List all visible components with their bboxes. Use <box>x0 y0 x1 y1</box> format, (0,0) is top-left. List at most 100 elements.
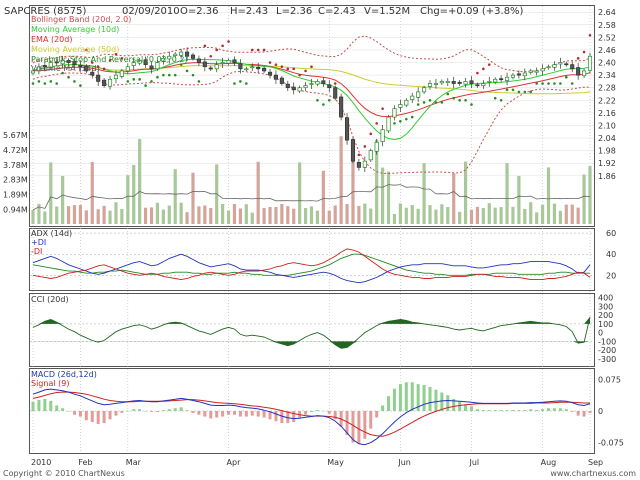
legend-ma50: Moving Average (50d) <box>31 45 119 54</box>
legend-cci: CCI (20d) <box>31 295 69 304</box>
macd-histogram-bar <box>61 408 65 411</box>
candle-body <box>582 70 587 77</box>
macd-histogram-bar <box>392 388 396 411</box>
x-tick-label: Feb <box>78 458 92 467</box>
volume-bar <box>487 203 491 224</box>
macd-histogram-bar <box>588 411 592 413</box>
candle-body <box>149 65 154 70</box>
volume-bar <box>552 203 557 224</box>
volume-bar <box>463 161 468 224</box>
candle-body <box>78 64 83 68</box>
volume-bar <box>173 169 177 224</box>
volume-bar <box>72 205 77 224</box>
psar-dot <box>322 103 325 106</box>
macd-histogram-bar <box>179 407 183 411</box>
psar-dot <box>126 80 130 83</box>
volume-bar <box>458 211 462 224</box>
macd-histogram-bar <box>327 411 331 414</box>
volume-bar <box>66 206 71 224</box>
macd-histogram-bar <box>369 411 373 429</box>
volume-bar <box>386 171 391 224</box>
volume-bar <box>576 207 580 224</box>
volume-bar <box>262 208 266 224</box>
candle-body <box>256 67 261 70</box>
cci-y-tick-label: -100 <box>598 337 616 346</box>
candle-body <box>220 62 225 64</box>
plus-di-line <box>32 253 591 284</box>
macd-histogram-bar <box>576 411 580 416</box>
volume-y-tick-label: 3.78M <box>3 161 28 170</box>
volume-bar <box>446 207 450 224</box>
macd-histogram-bar <box>481 410 485 411</box>
volume-bar <box>529 202 533 224</box>
website-link[interactable]: www.chartnexus.com <box>550 469 636 478</box>
volume-bar <box>345 204 349 224</box>
volume-ma-line <box>32 184 591 211</box>
volume-bar <box>327 210 331 224</box>
volume-bar <box>161 209 165 224</box>
price-y-tick-label: 2.40 <box>598 59 616 68</box>
volume-bar <box>315 210 320 224</box>
macd-histogram-bar <box>173 408 177 411</box>
candle-body <box>463 81 468 85</box>
volume-bar <box>37 203 41 224</box>
macd-histogram-bar <box>138 409 142 411</box>
volume-bar <box>268 206 272 224</box>
psar-dot <box>221 44 224 48</box>
psar-dot <box>381 107 384 110</box>
psar-dot <box>517 90 521 94</box>
volume-bar <box>333 205 337 224</box>
macd-histogram-bar <box>321 411 325 412</box>
candle-body <box>96 74 101 82</box>
macd-histogram-bar <box>517 410 521 411</box>
macd-histogram-bar <box>132 409 136 411</box>
psar-dot <box>440 101 444 104</box>
legend-adx: ADX (14d) <box>31 229 72 238</box>
psar-dot <box>114 52 118 56</box>
candlesticks <box>30 47 593 173</box>
adx-y-tick-label: 60 <box>606 229 616 238</box>
psar-dot <box>464 98 467 102</box>
volume-bar <box>232 203 237 224</box>
price-y-tick-label: 1.92 <box>598 159 616 168</box>
macd-histogram-bar <box>292 411 296 423</box>
price-y-tick-label: 2.58 <box>598 21 616 30</box>
candle-body <box>262 67 267 72</box>
psar-dot <box>203 44 207 48</box>
x-tick-label: Mar <box>126 458 142 467</box>
psar-dot <box>547 82 550 85</box>
cci-y-tick-label: -200 <box>598 346 616 355</box>
macd-histogram-bar <box>398 384 402 411</box>
macd-histogram-bar <box>351 411 355 443</box>
volume-bar <box>339 136 343 224</box>
volume-bars <box>31 136 592 224</box>
psar-dot <box>582 50 586 54</box>
volume-bar <box>55 206 59 224</box>
price-y-tick-label: 1.98 <box>598 147 616 156</box>
volume-bar <box>416 208 420 224</box>
psar-dot <box>138 78 141 81</box>
volume-bar <box>517 175 521 224</box>
candle-body <box>469 80 474 84</box>
candle-body <box>30 70 36 74</box>
psar-dot <box>357 153 361 157</box>
macd-histogram-bar <box>416 384 420 411</box>
candle-body <box>433 83 438 85</box>
macd-lines <box>31 382 592 446</box>
psar-dot <box>369 132 373 136</box>
adx-panel-frame <box>29 228 595 291</box>
macd-legend: MACD (26d,12d) Signal (9) <box>31 370 97 388</box>
volume-bar <box>422 163 426 224</box>
candle-body <box>327 84 332 89</box>
volume-bar <box>49 162 53 224</box>
volume-y-tick-label: 0.94M <box>3 205 28 214</box>
macd-histogram-bar <box>120 411 124 413</box>
volume-bar <box>244 204 248 224</box>
macd-histogram-bar <box>227 411 231 415</box>
adx-legend: ADX (14d) +DI -DI <box>31 229 72 256</box>
macd-y-tick-label: 0 <box>598 407 603 416</box>
quote-close: C=2.43 <box>318 6 356 17</box>
psar-dot <box>428 98 432 102</box>
macd-histogram-bar <box>345 411 349 436</box>
